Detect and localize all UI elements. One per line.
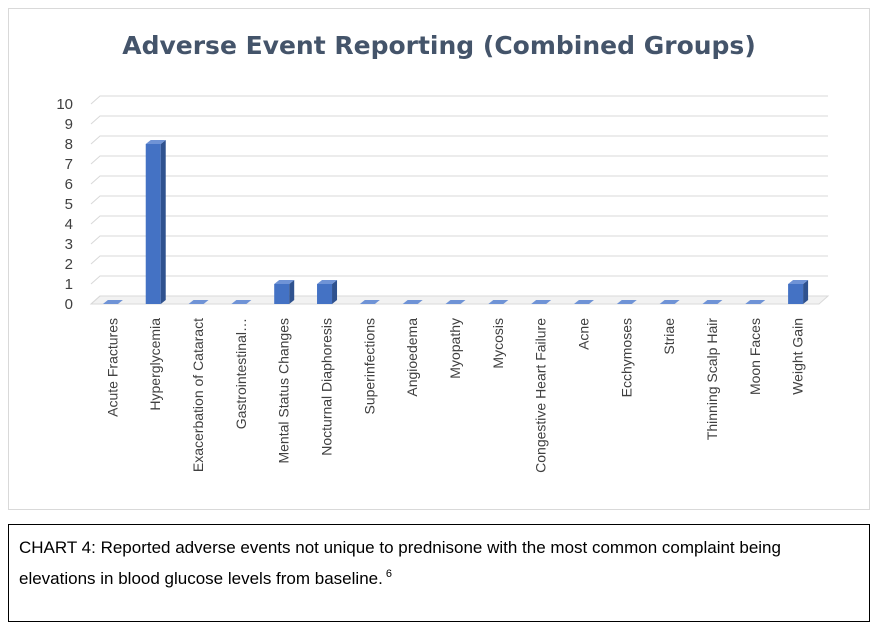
y-tick-label: 7	[65, 156, 73, 173]
gridline	[90, 195, 828, 205]
bar-side	[332, 280, 338, 304]
x-tick-label: Congestive Heart Failure	[533, 318, 549, 473]
bar	[488, 300, 509, 304]
bar	[573, 300, 594, 304]
x-tick-label: Mental Status Changes	[276, 318, 292, 464]
bar	[317, 280, 338, 304]
gridline	[90, 295, 828, 305]
bar-top	[274, 280, 295, 284]
bar-top	[188, 300, 209, 304]
gridline	[90, 155, 828, 165]
y-tick-label: 0	[65, 296, 73, 313]
bar-top	[616, 300, 637, 304]
x-tick-label: Thinning Scalp Hair	[704, 318, 720, 441]
x-tick-label: Moon Faces	[747, 318, 763, 395]
bar-front	[274, 284, 290, 304]
bar-top	[231, 300, 252, 304]
x-tick-label: Mycosis	[490, 318, 506, 369]
y-tick-label: 3	[65, 236, 73, 253]
bar	[745, 300, 766, 304]
x-tick-label: Myopathy	[447, 318, 463, 379]
x-tick-label: Ecchymoses	[618, 318, 634, 397]
bar	[531, 300, 552, 304]
bar	[702, 300, 723, 304]
gridline	[90, 175, 828, 185]
bar-top	[445, 300, 466, 304]
y-tick-label: 8	[65, 136, 73, 153]
bar	[445, 300, 466, 304]
caption-box: CHART 4: Reported adverse events not uni…	[8, 524, 870, 622]
y-tick-label: 4	[65, 216, 73, 233]
x-tick-label: Acne	[575, 318, 591, 350]
y-tick-label: 2	[65, 256, 73, 273]
bar	[659, 300, 680, 304]
bar-side	[289, 280, 295, 304]
x-tick-label: Exacerbation of Cataract	[190, 318, 206, 472]
caption-reference: 6	[385, 568, 392, 580]
bar-side	[803, 280, 809, 304]
bar	[788, 280, 809, 304]
x-tick-label: Striae	[661, 318, 677, 355]
bar-top	[359, 300, 380, 304]
y-tick-label: 9	[65, 116, 73, 133]
bar	[102, 300, 123, 304]
bar	[359, 300, 380, 304]
bar-front	[145, 144, 161, 304]
bar-top	[788, 280, 809, 284]
bar	[188, 300, 209, 304]
bar	[274, 280, 295, 304]
plot-area: 0 1 2 3 4 5 6 7 8 9 10 Acute Fractures Hyperglycemia…	[56, 95, 830, 473]
x-tick-label: Nocturnal Diaphoresis	[319, 318, 335, 456]
gridline	[90, 115, 828, 125]
chart-title: Adverse Event Reporting (Combined Groups…	[122, 31, 756, 60]
bar-top	[102, 300, 123, 304]
bar-top	[145, 140, 166, 144]
bar	[145, 140, 166, 304]
x-tick-label: Gastrointestinal…	[233, 318, 249, 429]
bar-top	[488, 300, 509, 304]
bar	[231, 300, 252, 304]
gridline	[90, 275, 828, 285]
bar-top	[745, 300, 766, 304]
gridline	[90, 235, 828, 245]
caption-text: CHART 4: Reported adverse events not uni…	[19, 538, 781, 588]
bar-side	[160, 140, 166, 304]
chart-frame: Adverse Event Reporting (Combined Groups…	[8, 8, 870, 510]
y-tick-label: 6	[65, 176, 73, 193]
bar-front	[788, 284, 804, 304]
gridline	[90, 215, 828, 225]
bar-front	[317, 284, 333, 304]
bar-top	[531, 300, 552, 304]
y-tick-label: 5	[65, 196, 73, 213]
x-tick-label: Weight Gain	[790, 318, 806, 395]
bar-top	[402, 300, 423, 304]
bar	[402, 300, 423, 304]
gridline	[90, 95, 828, 105]
bar	[616, 300, 637, 304]
y-tick-label: 1	[65, 276, 73, 293]
x-tick-label: Superinfections	[361, 318, 377, 415]
bar-top	[317, 280, 338, 284]
bar-top	[702, 300, 723, 304]
gridline	[90, 255, 828, 265]
bar-top	[659, 300, 680, 304]
x-tick-label: Hyperglycemia	[147, 318, 163, 411]
bar-top	[573, 300, 594, 304]
y-tick-label: 10	[56, 96, 73, 113]
gridline	[90, 135, 828, 145]
x-tick-label: Angioedema	[404, 318, 420, 397]
x-tick-label: Acute Fractures	[104, 318, 120, 417]
